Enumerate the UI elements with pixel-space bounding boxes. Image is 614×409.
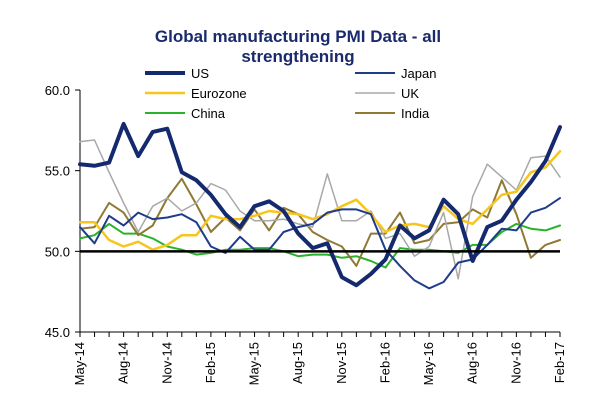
series-line-us [78, 121, 562, 288]
x-tick-label: Aug-16 [465, 342, 480, 384]
legend-label-china: China [191, 106, 226, 121]
x-tick-label: Feb-15 [203, 342, 218, 383]
y-axis: 45.0 50.0 55.0 60.0 [45, 83, 81, 340]
series-line-india [79, 177, 561, 267]
series-line-eurozone [78, 150, 562, 251]
x-tick-label: May-15 [247, 342, 262, 385]
chart-legend: US Japan Eurozone UK China India [145, 66, 436, 121]
y-tick-label: 55.0 [45, 164, 70, 179]
y-tick-label: 60.0 [45, 83, 70, 98]
legend-label-uk: UK [401, 86, 419, 101]
x-tick-label: Nov-16 [508, 342, 523, 384]
x-tick-label: Feb-17 [552, 342, 567, 383]
chart-title-line-1: Global manufacturing PMI Data - all [155, 27, 441, 46]
legend-label-us: US [191, 66, 209, 81]
x-tick-label: Aug-15 [290, 342, 305, 384]
y-tick-label: 50.0 [45, 244, 70, 259]
legend-label-eurozone: Eurozone [191, 86, 247, 101]
x-tick-label: Nov-14 [159, 342, 174, 384]
x-tick-label: May-16 [421, 342, 436, 385]
y-tick-label: 45.0 [45, 325, 70, 340]
x-tick-label: Feb-16 [377, 342, 392, 383]
plot-area [78, 121, 562, 290]
x-tick-label: May-14 [72, 342, 87, 385]
legend-label-japan: Japan [401, 66, 436, 81]
x-tick-label: Nov-15 [334, 342, 349, 384]
legend-label-india: India [401, 106, 430, 121]
x-axis: May-14 Aug-14 Nov-14 Feb-15 May-15 Aug-15 Nov-… [72, 331, 567, 385]
chart-title-line-2: strengthening [241, 47, 354, 66]
x-tick-label: Aug-14 [116, 342, 131, 384]
series-line-uk [79, 139, 561, 280]
series-line-japan [79, 197, 561, 290]
